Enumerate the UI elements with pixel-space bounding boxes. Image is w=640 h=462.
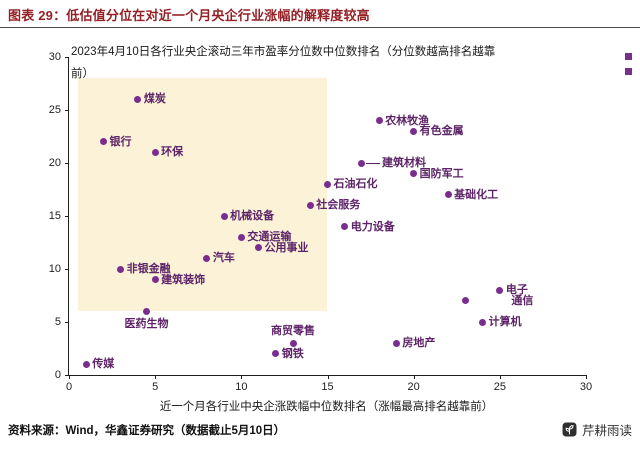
point-label: 建筑材料 [381,157,426,169]
y-tick-label: 15 [48,210,61,222]
point-label: 机械设备 [230,210,275,222]
data-point [324,180,331,188]
x-tick-label: 25 [493,381,506,393]
title-divider [0,27,640,28]
point-label: 汽车 [212,252,235,265]
data-point [496,286,504,294]
data-point [134,95,142,103]
data-point [255,244,263,252]
point-label: 医药生物 [124,318,169,331]
point-label: 交通运输 [247,231,292,244]
y-tick-label: 25 [48,104,61,116]
point-label: 电力设备 [350,220,395,233]
y-tick-label: 20 [48,157,61,169]
decor-bullets [625,53,632,75]
point-label: 非银金融 [126,263,171,275]
point-label: 建筑装饰 [161,273,206,286]
data-point [117,265,125,273]
x-tick-mark [413,375,415,379]
highlight-region [77,78,328,312]
point-label: 商贸零售 [271,325,316,338]
data-point [392,339,400,347]
chart-annotation: 2023年4月10日各行业央企滚动三年市盈率分位数中位数排名（分位数越高排名越靠… [71,46,496,80]
data-point [99,138,107,146]
y-tick-mark [65,163,69,164]
point-label: 公用事业 [264,241,309,254]
brand-logo-icon [562,422,577,437]
point-label: 银行 [109,135,132,148]
y-tick-mark [65,322,69,323]
data-point [237,233,245,241]
data-point [220,212,228,220]
data-point [341,223,349,231]
brand: 芹耕雨读 [562,420,632,439]
point-label: 煤炭 [143,93,166,106]
point-label: 计算机 [488,316,522,328]
data-point [410,170,418,178]
point-label: 有色金属 [419,125,464,138]
figure-title: 图表 29：低估值分位在对近一个月央企行业涨幅的解释度较高 [8,8,370,23]
data-point [375,117,383,125]
x-tick-mark [241,375,243,379]
x-tick-mark [155,375,157,379]
point-label: 农林牧渔 [385,114,430,127]
scatter-chart: 2023年4月10日各行业央企滚动三年市盈率分位数中位数排名（分位数越高排名越靠… [0,30,640,415]
decor-square [625,53,632,60]
x-tick-label: 0 [65,381,73,393]
data-point [358,159,366,167]
point-label: 房地产 [402,337,436,350]
y-tick-label: 30 [48,51,61,63]
source-note: 资料来源：Wind，华鑫证券研究（数据截止5月10日） [8,425,286,437]
point-label: 传媒 [92,358,115,371]
x-tick-mark [69,375,70,379]
decor-square [625,68,632,75]
x-tick-label: 10 [235,381,248,393]
y-tick-mark [65,375,69,376]
data-point [203,254,211,262]
point-label: 钢铁 [281,347,304,360]
data-point [306,201,314,209]
x-tick-label: 20 [407,381,420,393]
x-tick-mark [499,375,501,379]
point-label: 社会服务 [316,199,361,212]
data-point [479,318,487,326]
data-point [151,276,159,284]
y-tick-mark [65,110,69,111]
y-tick-label: 10 [48,263,61,275]
data-point [444,191,452,199]
point-label: 石油石化 [333,178,378,191]
label-connector [365,163,380,164]
data-point [410,127,418,135]
point-label: 环保 [161,146,184,159]
y-tick-mark [65,216,69,217]
point-label: 电子 [505,284,528,297]
x-tick-mark [327,375,329,379]
y-tick-label: 5 [54,316,61,328]
x-tick-mark [586,375,587,379]
point-label: 通信 [511,294,534,307]
data-point [272,350,280,358]
plot-area: 0 5 10 15 20 25 30 0 5 10 15 20 25 30 煤炭银行环保 农林牧渔 有色金属建筑… [49,51,592,393]
y-tick-label: 0 [54,369,61,381]
point-label: 基础化工 [454,188,499,201]
x-tick-label: 30 [579,381,593,393]
data-point [82,360,90,368]
x-axis-title: 近一个月各行业中央企涨跌幅中位数排名（涨幅最高排名越靠前） [159,401,494,413]
point-label: 国防军工 [419,167,464,180]
y-tick-mark [65,269,69,270]
x-tick-label: 15 [321,381,334,393]
x-tick-label: 5 [152,381,159,393]
data-point [151,148,159,156]
data-point [461,297,469,305]
data-point [143,307,151,315]
brand-name: 芹耕雨读 [581,424,632,438]
y-tick-mark [65,57,69,58]
data-point [289,339,297,347]
